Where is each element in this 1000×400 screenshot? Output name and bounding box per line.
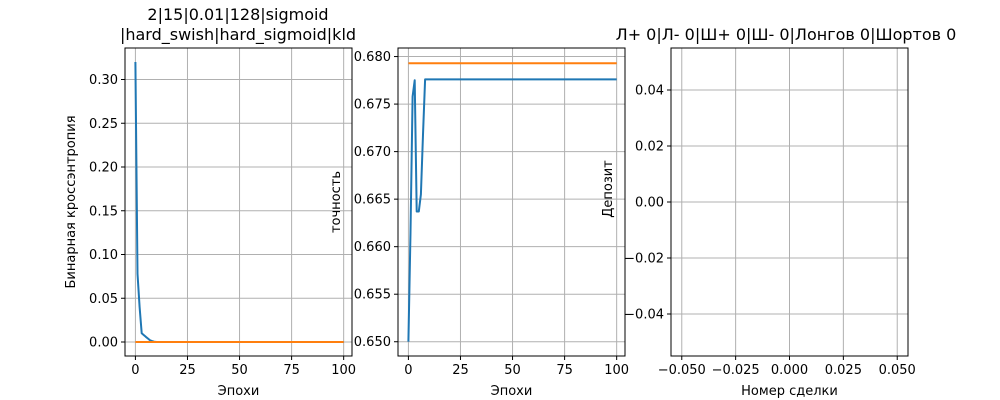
x-tick-label: 50 xyxy=(231,363,248,378)
x-tick-label: 0.000 xyxy=(771,363,808,378)
x-tick-label: 50 xyxy=(504,363,521,378)
chart-title-line: 2|15|0.01|128|sigmoid xyxy=(147,5,328,24)
y-tick-label: 0.15 xyxy=(89,204,118,219)
y-tick-label: 0.02 xyxy=(635,140,664,155)
y-tick-label: 0.10 xyxy=(89,248,118,263)
chart-panel-1: 0 25 50 75 100 0.00 0.05 0.10 0.15 0.20 0.25 0.30 Эп… xyxy=(64,5,356,399)
y-tick-label: 0.05 xyxy=(89,292,118,307)
x-tick-label: −0.025 xyxy=(712,363,760,378)
y-axis-label: Бинарная кроссэнтропия xyxy=(64,115,79,288)
y-axis-label: Депозит xyxy=(601,160,616,218)
y-tick-label: −0.02 xyxy=(624,252,664,267)
y-tick-label: 0.00 xyxy=(89,336,118,351)
y-tick-label: 0.30 xyxy=(89,73,118,88)
y-tick-label: 0.680 xyxy=(354,50,391,65)
x-tick-label: 100 xyxy=(331,363,356,378)
y-tick-label: 0.25 xyxy=(89,117,118,132)
y-axis-label: точность xyxy=(329,171,344,233)
x-tick-label: 0 xyxy=(131,363,139,378)
y-tick-label: 0.670 xyxy=(354,145,391,160)
x-tick-label: 75 xyxy=(283,363,300,378)
plot-frame xyxy=(124,47,353,357)
x-tick-label: 0 xyxy=(404,363,412,378)
series-line-1 xyxy=(407,78,617,342)
x-tick-label: 75 xyxy=(556,363,573,378)
x-tick-label: 25 xyxy=(452,363,469,378)
y-tick-label: 0.660 xyxy=(354,240,391,255)
x-axis-label: Эпохи xyxy=(491,384,533,399)
x-axis-label: Эпохи xyxy=(218,384,260,399)
y-tick-label: 0.650 xyxy=(354,335,391,350)
chart-title-line: |hard_swish|hard_sigmoid|kld xyxy=(120,25,356,45)
x-tick-label: 0.050 xyxy=(879,363,916,378)
x-tick-label: 100 xyxy=(604,363,629,378)
plot-frame xyxy=(397,47,626,357)
y-tick-label: 0.675 xyxy=(354,98,391,113)
x-axis-label: Номер сделки xyxy=(741,384,838,399)
y-tick-label: 0.655 xyxy=(354,288,391,303)
y-tick-label: −0.04 xyxy=(624,308,664,323)
y-tick-label: 0.20 xyxy=(89,161,118,176)
x-tick-label: 25 xyxy=(179,363,196,378)
y-tick-label: 0.00 xyxy=(635,196,664,211)
x-tick-label: −0.050 xyxy=(658,363,706,378)
y-tick-label: 0.665 xyxy=(354,193,391,208)
chart-panel-3: −0.050 −0.025 0.000 0.025 0.050 −0.04 −0.02 0.0… xyxy=(601,25,956,399)
charts-container: 0 25 50 75 100 0.00 0.05 0.10 0.15 0.20 0.25 0.30 Эп… xyxy=(64,5,956,399)
chart-panel-2: 0 25 50 75 100 0.650 0.655 0.660 0.665 0.670 0.675… xyxy=(329,47,629,399)
x-tick-label: 0.025 xyxy=(825,363,862,378)
y-tick-label: 0.04 xyxy=(635,84,664,99)
chart-title-line: Л+ 0|Л- 0|Ш+ 0|Ш- 0|Лонгов 0|Шортов 0 xyxy=(616,25,957,44)
